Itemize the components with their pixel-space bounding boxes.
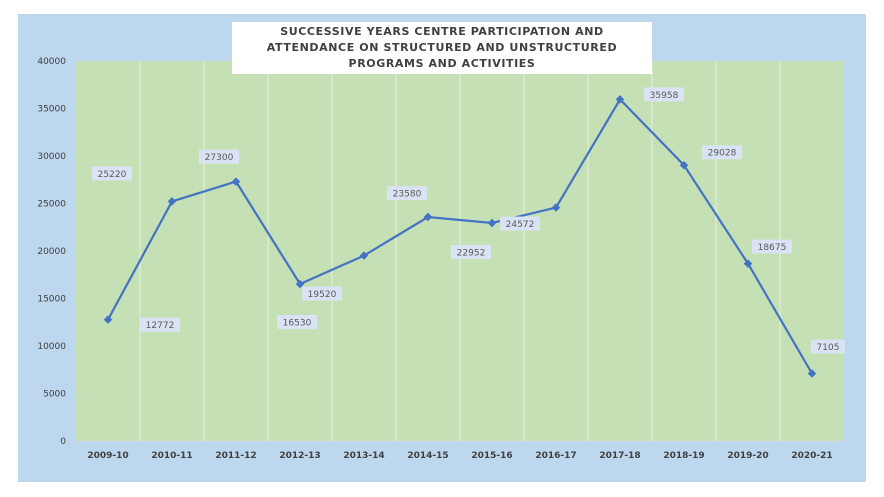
data-label-text: 27300 bbox=[205, 153, 234, 163]
data-label-text: 35958 bbox=[650, 91, 679, 101]
x-tick-label: 2018-19 bbox=[663, 451, 704, 461]
data-label-box bbox=[500, 216, 540, 231]
data-label: 27300 bbox=[199, 149, 239, 164]
series-point bbox=[487, 218, 497, 228]
data-label-box bbox=[451, 244, 491, 259]
series-point bbox=[231, 177, 241, 186]
x-tick-label: 2014-15 bbox=[407, 451, 448, 461]
y-tick-label: 15000 bbox=[37, 295, 66, 305]
x-tick-label: 2009-10 bbox=[87, 451, 128, 461]
data-label: 22952 bbox=[451, 244, 491, 259]
data-label-box bbox=[702, 145, 742, 160]
data-label-box bbox=[811, 339, 845, 354]
data-label: 12772 bbox=[140, 317, 180, 332]
data-label-text: 16530 bbox=[283, 318, 312, 328]
data-label-text: 18675 bbox=[758, 243, 787, 253]
x-tick-label: 2010-11 bbox=[151, 451, 192, 461]
data-label-box bbox=[644, 87, 684, 102]
y-tick-label: 20000 bbox=[37, 247, 66, 257]
series-line bbox=[107, 97, 813, 375]
data-label-box bbox=[92, 166, 132, 181]
data-label-box bbox=[199, 149, 239, 164]
x-tick-label: 2013-14 bbox=[343, 451, 384, 461]
series-point bbox=[295, 279, 305, 289]
x-tick-label: 2015-16 bbox=[471, 451, 512, 461]
data-label-text: 7105 bbox=[817, 343, 840, 353]
y-tick-label: 5000 bbox=[43, 390, 66, 400]
data-label: 23580 bbox=[387, 185, 427, 200]
data-label: 7105 bbox=[811, 339, 845, 354]
x-tick-label: 2020-21 bbox=[791, 451, 832, 461]
data-label-box bbox=[302, 286, 342, 301]
y-tick-label: 40000 bbox=[37, 57, 66, 67]
series-point bbox=[167, 197, 177, 206]
y-tick-label: 35000 bbox=[37, 105, 66, 115]
y-axis: 0 5000 10000 15000 20000 25000 30000 35000 40000 bbox=[37, 57, 66, 447]
data-label-text: 24572 bbox=[506, 220, 535, 230]
data-label-text: 23580 bbox=[393, 189, 422, 199]
data-label-box bbox=[752, 239, 792, 254]
series-point bbox=[103, 315, 113, 324]
data-label-box bbox=[387, 185, 427, 200]
data-label: 16530 bbox=[277, 314, 317, 329]
data-label-text: 25220 bbox=[98, 170, 127, 180]
x-tick-label: 2012-13 bbox=[279, 451, 320, 461]
data-labels: 12772 25220 27300 16530 19520 23580 22952 24572… bbox=[92, 87, 845, 354]
y-tick-label: 30000 bbox=[37, 152, 66, 162]
data-label-text: 12772 bbox=[146, 321, 175, 331]
x-tick-label: 2017-18 bbox=[599, 451, 640, 461]
data-label-box bbox=[277, 314, 317, 329]
data-label: 24572 bbox=[500, 216, 540, 231]
data-label: 19520 bbox=[302, 286, 342, 301]
x-tick-label: 2019-20 bbox=[727, 451, 768, 461]
data-label: 18675 bbox=[752, 239, 792, 254]
y-tick-label: 10000 bbox=[37, 342, 66, 352]
series-point bbox=[807, 369, 817, 378]
series-point bbox=[359, 251, 369, 260]
x-axis: 2009-10 2010-11 2011-12 2012-13 2013-14 2014-… bbox=[87, 451, 832, 461]
data-label-text: 22952 bbox=[457, 248, 486, 258]
data-label-text: 29028 bbox=[708, 149, 737, 159]
data-label-box bbox=[140, 317, 180, 332]
series-markers bbox=[103, 95, 817, 378]
data-label: 29028 bbox=[702, 145, 742, 160]
data-label: 35958 bbox=[644, 87, 684, 102]
data-label-text: 19520 bbox=[308, 290, 337, 300]
series-point bbox=[743, 259, 753, 268]
x-tick-label: 2011-12 bbox=[215, 451, 256, 461]
y-tick-label: 25000 bbox=[37, 200, 66, 210]
data-label: 25220 bbox=[92, 166, 132, 181]
chart-title: SUCCESSIVE YEARS CENTRE PARTICIPATION AN… bbox=[232, 22, 652, 74]
y-tick-label: 0 bbox=[60, 437, 66, 447]
series-point bbox=[423, 212, 433, 222]
x-tick-label: 2016-17 bbox=[535, 451, 576, 461]
